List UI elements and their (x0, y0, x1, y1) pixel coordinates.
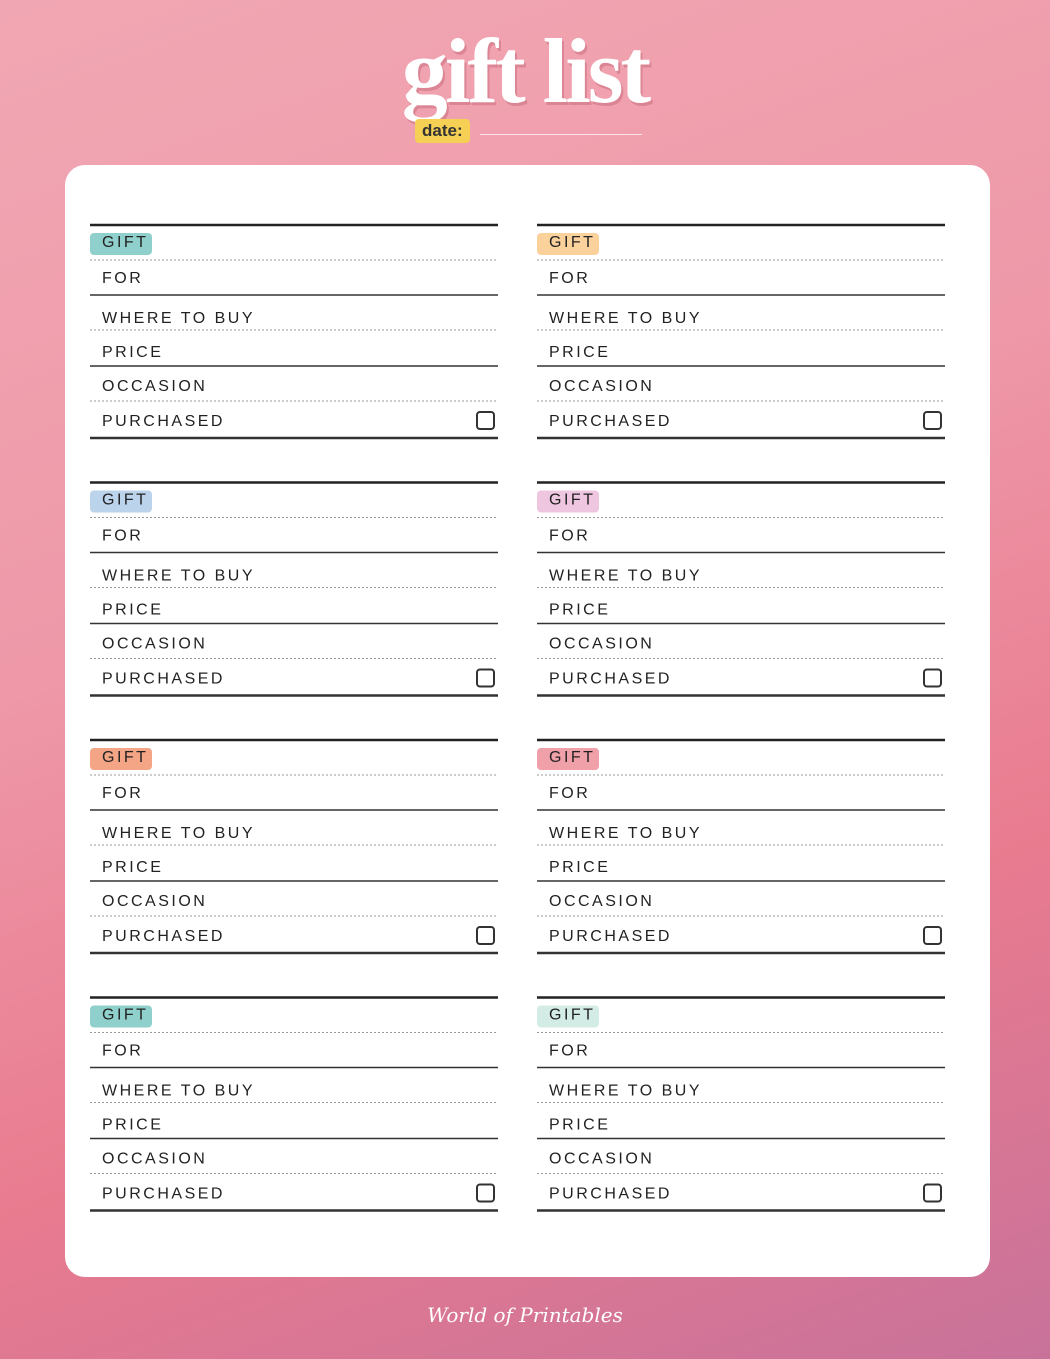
field-label: FOR (102, 785, 143, 802)
gift-tag (537, 1005, 599, 1028)
field-label: FOR (102, 528, 143, 545)
field-label: WHERE TO BUY (102, 825, 255, 842)
field-label: FOR (549, 1043, 590, 1060)
gift-tag (537, 748, 599, 770)
field-label: PRICE (102, 1117, 163, 1134)
field-label: GIFT (102, 492, 148, 509)
field-label: WHERE TO BUY (549, 568, 702, 585)
field-label: OCCASION (549, 1151, 654, 1168)
field-label: FOR (102, 270, 143, 287)
field-label: GIFT (549, 492, 595, 509)
field-label: OCCASION (102, 1151, 207, 1168)
field-label: PRICE (102, 859, 163, 876)
field-label: FOR (549, 528, 590, 545)
date-label: date: (415, 119, 470, 143)
field-label: PURCHASED (549, 671, 672, 688)
purchased-checkbox[interactable] (476, 411, 495, 430)
gift-tag (90, 1005, 152, 1028)
field-label: PURCHASED (102, 1186, 225, 1203)
footer-brand: World of Printables (427, 1303, 623, 1327)
field-label: PURCHASED (102, 928, 225, 945)
field-label: PURCHASED (102, 413, 225, 430)
purchased-checkbox[interactable] (476, 926, 495, 945)
field-label: PRICE (549, 1117, 610, 1134)
field-label: GIFT (102, 234, 148, 251)
field-label: PURCHASED (549, 928, 672, 945)
field-label: FOR (102, 1043, 143, 1060)
gift-tag (90, 748, 152, 770)
field-label: GIFT (549, 749, 595, 766)
field-label: WHERE TO BUY (549, 310, 702, 327)
purchased-checkbox[interactable] (923, 1183, 942, 1203)
field-label: PURCHASED (102, 671, 225, 688)
purchased-checkbox[interactable] (923, 668, 942, 688)
field-label: PRICE (102, 344, 163, 361)
date-line (480, 134, 642, 135)
field-label: GIFT (102, 749, 148, 766)
field-label: PRICE (549, 344, 610, 361)
field-label: FOR (549, 270, 590, 287)
field-label: OCCASION (549, 893, 654, 910)
field-label: OCCASION (102, 636, 207, 653)
field-label: GIFT (549, 234, 595, 251)
purchased-checkbox[interactable] (923, 411, 942, 430)
gift-tag (537, 490, 599, 513)
field-label: PRICE (102, 602, 163, 619)
panel (65, 165, 990, 1277)
purchased-checkbox[interactable] (923, 926, 942, 945)
gift-tag (90, 233, 152, 255)
field-label: OCCASION (549, 378, 654, 395)
field-label: PRICE (549, 859, 610, 876)
purchased-checkbox[interactable] (476, 668, 495, 688)
field-label: PURCHASED (549, 1186, 672, 1203)
field-label: WHERE TO BUY (102, 1083, 255, 1100)
field-label: GIFT (549, 1007, 595, 1024)
purchased-checkbox[interactable] (476, 1183, 495, 1203)
field-label: WHERE TO BUY (549, 1083, 702, 1100)
title: gift list (401, 20, 651, 122)
field-label: OCCASION (102, 893, 207, 910)
gift-tag (537, 233, 599, 255)
field-label: GIFT (102, 1007, 148, 1024)
field-label: PRICE (549, 602, 610, 619)
field-label: PURCHASED (549, 413, 672, 430)
field-label: FOR (549, 785, 590, 802)
field-label: OCCASION (549, 636, 654, 653)
field-label: OCCASION (102, 378, 207, 395)
field-label: WHERE TO BUY (102, 568, 255, 585)
field-label: WHERE TO BUY (102, 310, 255, 327)
field-label: WHERE TO BUY (549, 825, 702, 842)
gift-tag (90, 490, 152, 513)
